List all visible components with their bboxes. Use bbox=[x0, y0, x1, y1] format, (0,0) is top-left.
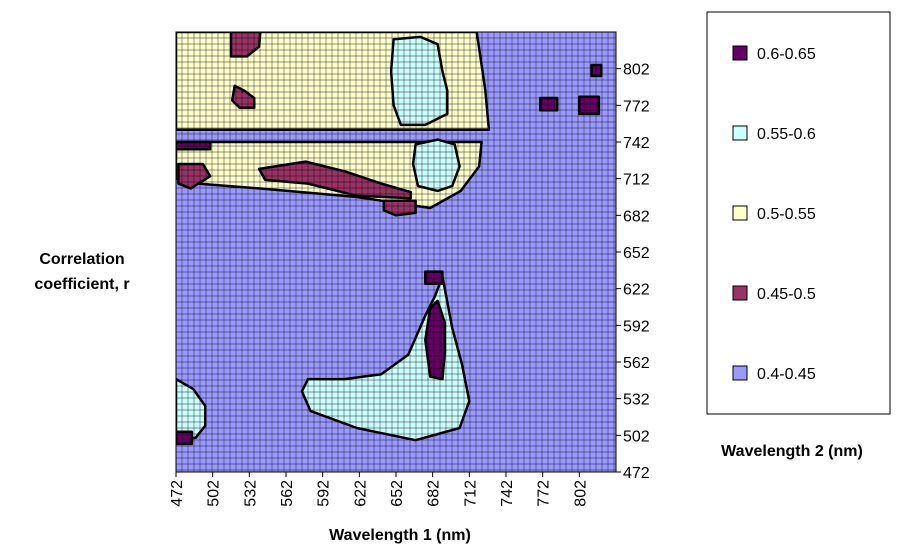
legend-label: 0.55-0.6 bbox=[757, 126, 816, 143]
x-tick-label: 682 bbox=[426, 480, 443, 507]
y-tick-label: 502 bbox=[623, 428, 650, 445]
y-tick-label: 682 bbox=[623, 208, 650, 225]
legend-label: 0.6-0.65 bbox=[757, 46, 816, 63]
y-tick-label: 712 bbox=[623, 172, 650, 189]
y-axis-title-line-2: coefficient, r bbox=[34, 276, 129, 293]
plot-area bbox=[175, 31, 617, 473]
contour-region-6 bbox=[382, 199, 417, 217]
y-axis-title: Correlation coefficient, r bbox=[34, 251, 129, 293]
x-tick-label: 562 bbox=[279, 480, 296, 507]
y-tick-label: 652 bbox=[623, 245, 650, 262]
y-tick-label: 532 bbox=[623, 392, 650, 409]
x-tick-label: 802 bbox=[572, 480, 589, 507]
y-tick-label: 772 bbox=[623, 98, 650, 115]
x-axis-title: Wavelength 1 (nm) bbox=[329, 527, 471, 544]
y-tick-label: 562 bbox=[623, 355, 650, 372]
contour-region-7 bbox=[389, 35, 449, 127]
legend-swatch bbox=[732, 125, 748, 141]
x-tick-label: 532 bbox=[242, 480, 259, 507]
y-tick-label: 472 bbox=[623, 465, 650, 482]
grid-lines bbox=[176, 32, 616, 472]
x-tick-label: 622 bbox=[352, 480, 369, 507]
y-axis-title-line-1: Correlation bbox=[39, 251, 124, 268]
x-axis-ticks: 472 502 532 562 592 622 652 682 712 742 772 802 bbox=[169, 472, 589, 507]
x-tick-label: 772 bbox=[536, 480, 553, 507]
x-tick-label: 472 bbox=[169, 480, 186, 507]
legend-swatch bbox=[732, 365, 748, 381]
y-axis-ticks: 472 502 532 562 592 622 652 682 712 742 772 802 bbox=[616, 62, 650, 482]
legend-swatch bbox=[732, 285, 748, 301]
x-tick-label: 592 bbox=[316, 480, 333, 507]
x-tick-label: 712 bbox=[462, 480, 479, 507]
y-tick-label: 802 bbox=[623, 62, 650, 79]
y-tick-label: 592 bbox=[623, 318, 650, 335]
legend-swatch bbox=[732, 45, 748, 61]
legend-label: 0.45-0.5 bbox=[757, 286, 816, 303]
x-tick-label: 742 bbox=[499, 480, 516, 507]
y-tick-label: 622 bbox=[623, 282, 650, 299]
y-tick-label: 742 bbox=[623, 135, 650, 152]
legend-label: 0.4-0.45 bbox=[757, 366, 816, 383]
x-tick-label: 502 bbox=[206, 480, 223, 507]
contour-region-8 bbox=[411, 138, 461, 193]
legend-swatch bbox=[732, 205, 748, 221]
legend-title: Wavelength 2 (nm) bbox=[721, 443, 863, 460]
contour-region-16 bbox=[176, 430, 194, 446]
legend: 0.6-0.65 0.55-0.6 0.5-0.55 0.45-0.5 0.4-0.45 bbox=[706, 11, 891, 415]
legend-label: 0.5-0.55 bbox=[757, 206, 816, 223]
x-tick-label: 652 bbox=[389, 480, 406, 507]
